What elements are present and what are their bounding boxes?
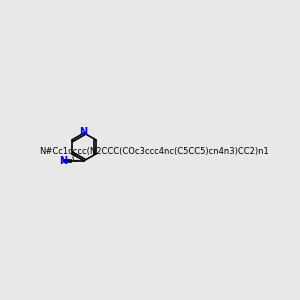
Text: C: C [72, 154, 78, 163]
Text: N: N [59, 156, 67, 166]
Text: N#Cc1cccc(N2CCC(COc3ccc4nc(C5CC5)cn4n3)CC2)n1: N#Cc1cccc(N2CCC(COc3ccc4nc(C5CC5)cn4n3)C… [39, 147, 268, 156]
Text: N: N [79, 127, 87, 137]
